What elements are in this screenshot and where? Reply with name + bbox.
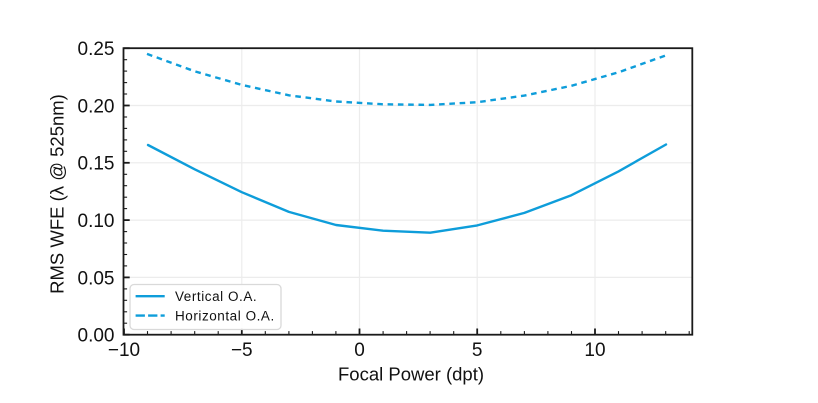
svg-text:0: 0: [354, 340, 365, 361]
svg-text:Focal Power (dpt): Focal Power (dpt): [338, 364, 484, 385]
svg-text:0.20: 0.20: [78, 96, 115, 117]
svg-text:0.05: 0.05: [78, 268, 115, 289]
svg-text:−10: −10: [108, 340, 140, 361]
svg-text:0.00: 0.00: [78, 326, 115, 347]
svg-text:Vertical O.A.: Vertical O.A.: [175, 289, 257, 304]
svg-text:0.15: 0.15: [78, 154, 115, 175]
svg-text:5: 5: [472, 340, 483, 361]
svg-text:−5: −5: [231, 340, 253, 361]
svg-text:Horizontal O.A.: Horizontal O.A.: [175, 308, 275, 323]
svg-text:RMS WFE (λ @ 525nm): RMS WFE (λ @ 525nm): [47, 94, 68, 294]
svg-text:10: 10: [584, 340, 605, 361]
svg-text:0.10: 0.10: [78, 211, 115, 232]
svg-text:0.25: 0.25: [78, 39, 115, 60]
